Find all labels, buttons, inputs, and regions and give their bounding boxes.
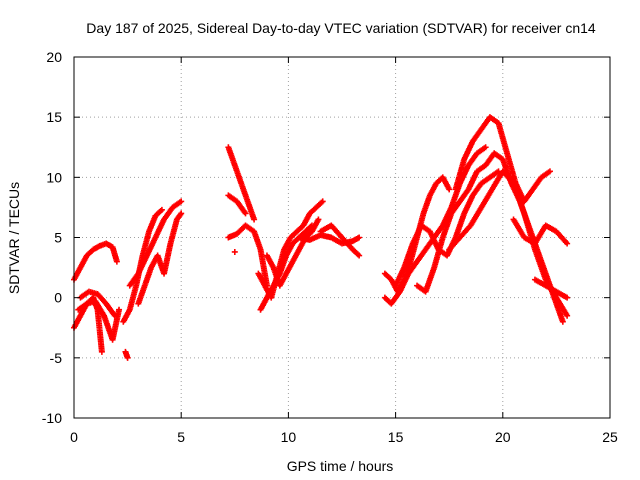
series-trace-i — [225, 144, 258, 223]
data-point — [178, 198, 185, 205]
x-tick-label: 20 — [495, 429, 511, 445]
data-point — [356, 234, 363, 241]
data-point — [124, 354, 131, 361]
x-axis-label: GPS time / hours — [287, 458, 394, 474]
y-tick-label: 15 — [46, 109, 62, 125]
series-trace-p — [296, 232, 363, 247]
x-tick-label: 25 — [602, 429, 618, 445]
x-tick-label: 10 — [281, 429, 297, 445]
series-trace-h — [135, 210, 185, 307]
series-trace-r — [349, 246, 363, 259]
data-point — [98, 348, 105, 355]
data-point — [446, 186, 453, 193]
data-point — [251, 216, 258, 223]
series-trace-c — [75, 298, 123, 343]
data-point — [178, 210, 185, 217]
data-point — [231, 248, 238, 255]
chart-title: Day 187 of 2025, Sidereal Day-to-day VTE… — [86, 20, 596, 36]
series-trace-a — [71, 240, 120, 283]
data-point — [564, 294, 571, 301]
series-trace-z — [531, 276, 571, 301]
data-point — [158, 206, 165, 213]
y-tick-label: 10 — [46, 169, 62, 185]
x-tick-label: 0 — [70, 429, 78, 445]
series-trace-w — [452, 114, 553, 205]
data-point — [482, 144, 489, 151]
data-point — [113, 258, 120, 265]
series-trace-y — [510, 216, 571, 247]
data-point — [564, 240, 571, 247]
y-tick-label: 20 — [46, 49, 62, 65]
data-point — [116, 306, 123, 313]
series-trace-x — [446, 168, 571, 319]
y-tick-label: -5 — [50, 350, 63, 366]
series-trace-e — [122, 348, 131, 361]
data-points — [71, 114, 571, 361]
data-point — [559, 318, 566, 325]
series-trace-g — [126, 198, 185, 289]
y-tick-label: 5 — [54, 230, 62, 246]
series-trace-q — [317, 222, 356, 253]
y-tick-label: -10 — [42, 410, 62, 426]
x-tick-label: 15 — [388, 429, 404, 445]
y-tick-label: 0 — [54, 290, 62, 306]
data-point — [319, 198, 326, 205]
series-trace-l — [231, 248, 238, 255]
series-trace-d — [77, 288, 118, 319]
data-point — [356, 252, 363, 259]
data-point — [111, 312, 118, 319]
data-point — [315, 216, 322, 223]
data-point — [564, 312, 571, 319]
axis-ticks: 0 5 10 15 20 25 -10 -5 0 5 10 15 20 — [42, 49, 618, 445]
data-point — [546, 168, 553, 175]
series-trace-k — [225, 192, 249, 217]
data-point — [242, 210, 249, 217]
y-axis-label: SDTVAR / TECUs — [6, 182, 22, 294]
x-tick-label: 5 — [177, 429, 185, 445]
